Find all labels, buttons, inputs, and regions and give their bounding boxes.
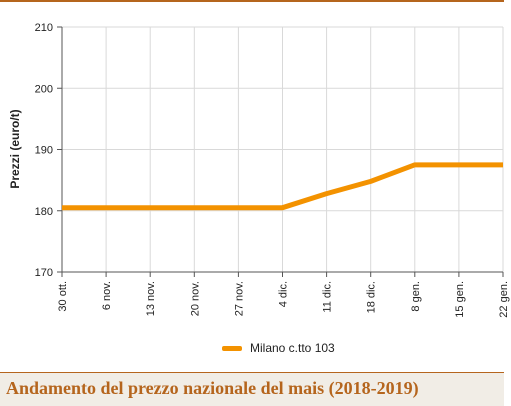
- x-tick-label: 8 gen.: [410, 281, 422, 312]
- price-chart: 170 180 190 200 210 30 ott. 6 nov. 13 nov. 20 no…: [8, 22, 510, 318]
- y-tick-label: 190: [35, 145, 53, 157]
- footer-bar: Andamento del prezzo nazionale del mais …: [0, 372, 504, 406]
- x-tick-label: 15 gen.: [454, 281, 466, 318]
- x-tick-label: 6 nov.: [101, 281, 113, 310]
- tick-labels: 170 180 190 200 210 30 ott. 6 nov. 13 nov. 20 no…: [35, 22, 510, 318]
- x-tick-label: 27 nov.: [233, 281, 245, 316]
- series-layer: [61, 162, 504, 211]
- x-tick-label: 13 nov.: [145, 281, 157, 316]
- y-tick-label: 200: [35, 83, 53, 95]
- x-tick-label: 11 dic.: [322, 281, 334, 313]
- y-axis-label: Prezzi (euro/t): [8, 109, 22, 188]
- x-tick-label: 30 ott.: [57, 281, 69, 312]
- x-tick-label: 20 nov.: [189, 281, 201, 316]
- x-tick-label: 4 dic.: [278, 281, 290, 307]
- x-tick-label: 18 dic.: [366, 281, 378, 313]
- legend-label-milano: Milano c.tto 103: [250, 341, 335, 355]
- legend-swatch-milano: [222, 345, 242, 351]
- y-tick-label: 210: [35, 22, 53, 34]
- x-tick-label: 22 gen.: [498, 281, 510, 318]
- top-rule: [0, 0, 504, 2]
- y-tick-label: 170: [35, 267, 53, 279]
- chart-caption: Andamento del prezzo nazionale del mais …: [6, 378, 419, 398]
- axes: [57, 26, 504, 277]
- y-tick-label: 180: [35, 206, 53, 218]
- legend: Milano c.tto 103: [222, 340, 335, 356]
- grid: [62, 26, 504, 272]
